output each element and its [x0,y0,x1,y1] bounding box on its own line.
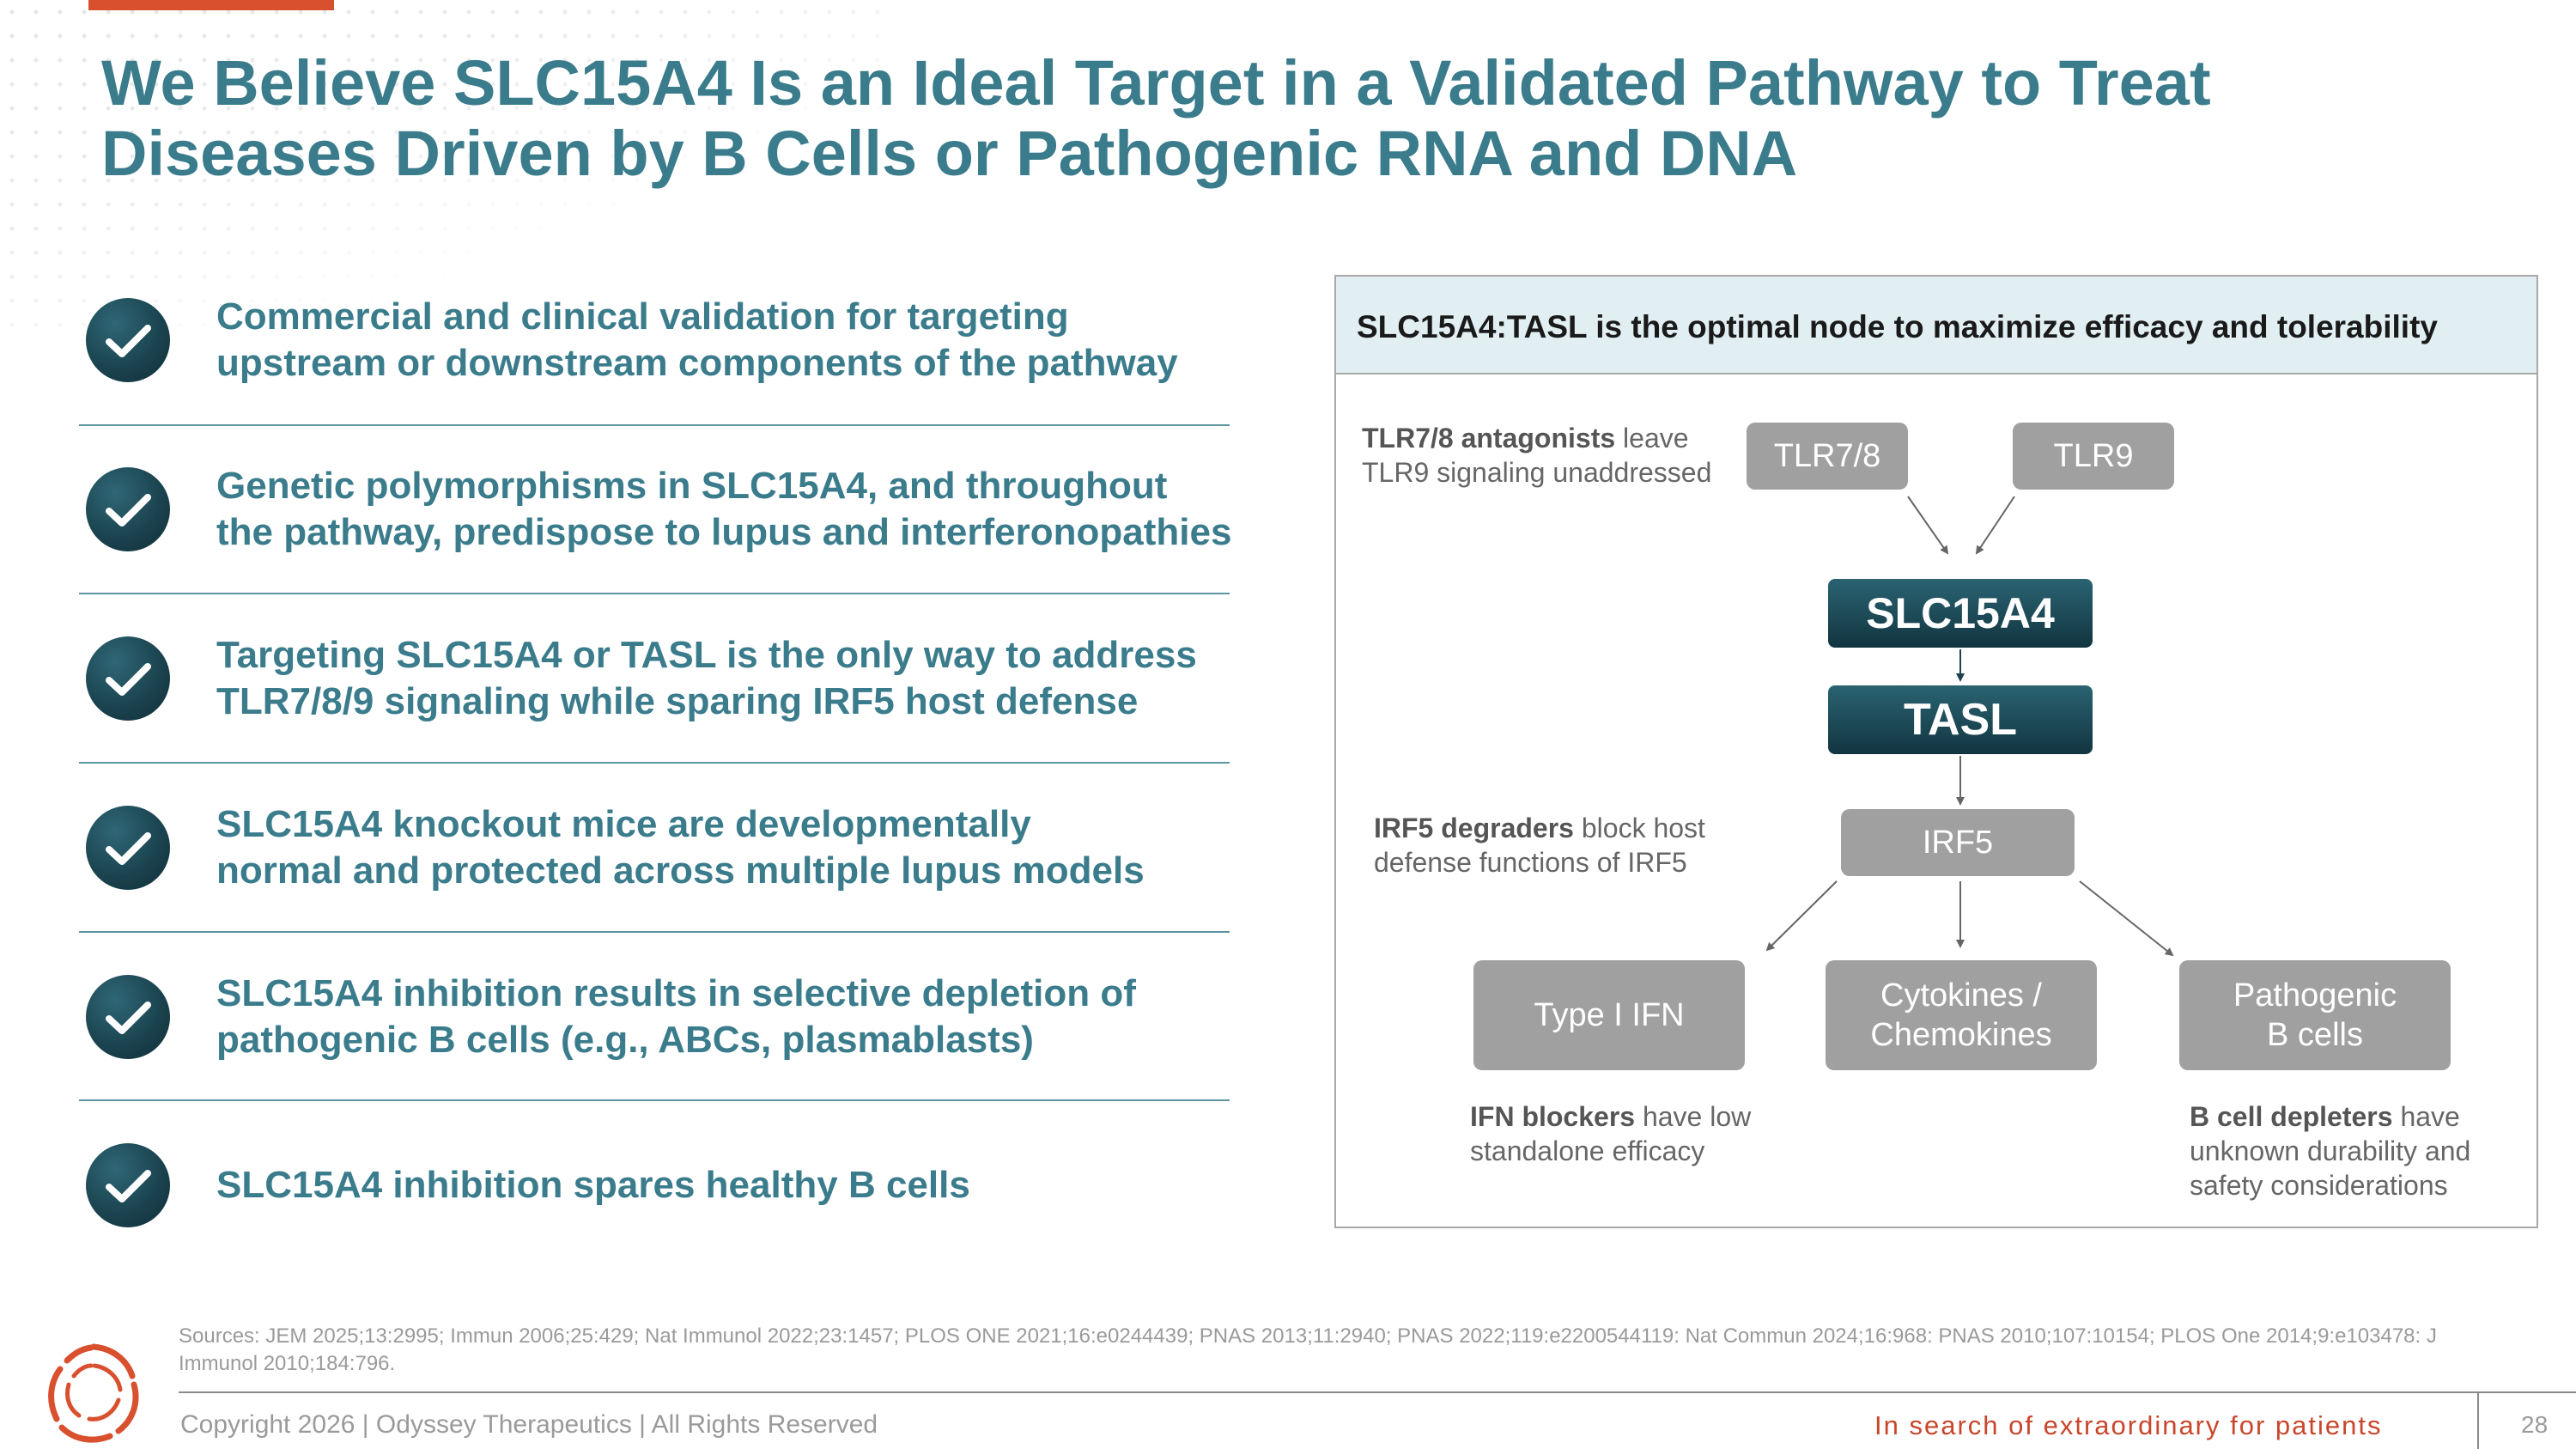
arrow-tlr9-to-slc15a4 [1975,496,2015,555]
copyright-text: Copyright 2026 | Odyssey Therapeutics | … [180,1410,878,1439]
checkmark-icon [86,467,170,551]
node-label-line: Chemokines [1870,1017,2052,1053]
note-bold: B cell depleters [2190,1101,2393,1132]
point-text-line: Genetic polymorphisms in SLC15A4, and th… [216,465,1168,507]
slide-title-line-2: Diseases Driven by B Cells or Pathogenic… [101,118,1798,189]
note-bold: IFN blockers [1470,1101,1636,1132]
slide-title-line-1: We Believe SLC15A4 Is an Ideal Target in… [101,47,2211,119]
note-text: unknown durability and [2190,1135,2471,1166]
diagram-header-text: SLC15A4:TASL is the optimal node to maxi… [1357,309,2438,344]
point-text-line: normal and protected across multiple lup… [216,849,1145,892]
note-text: have [2392,1101,2460,1132]
node-pathogenic-b-cells: Pathogenic B cells [2179,960,2451,1070]
validation-point-3: Targeting SLC15A4 or TASL is the only wa… [79,594,1238,763]
validation-point-1: Commercial and clinical validation for t… [79,256,1238,424]
note-text: safety considerations [2190,1170,2448,1201]
node-tlr9: TLR9 [2013,423,2174,490]
note-bold: IRF5 degraders [1374,813,1574,843]
note-tlr-antagonists: TLR7/8 antagonists leave TLR9 signaling … [1362,421,1711,490]
pathway-arrows [1765,496,2174,957]
point-text-line: TLR7/8/9 signaling while sparing IRF5 ho… [216,680,1139,722]
point-text: Genetic polymorphisms in SLC15A4, and th… [216,463,1231,556]
checkmark-icon [86,975,170,1059]
node-type-1-ifn: Type I IFN [1473,960,1745,1070]
company-tagline: In search of extraordinary for patients [1874,1410,2383,1440]
diagram-header: SLC15A4:TASL is the optimal node to maxi… [1336,277,2537,374]
note-irf5-degraders: IRF5 degraders block host defense functi… [1374,811,1705,880]
note-text: have low [1635,1101,1752,1132]
note-text: standalone efficacy [1470,1135,1705,1166]
page-number: 28 [2521,1411,2549,1438]
note-text: defense functions of IRF5 [1374,847,1687,878]
point-text-line: Commercial and clinical validation for t… [216,295,1069,338]
note-bold: TLR7/8 antagonists [1362,423,1616,454]
node-slc15a4: SLC15A4 [1828,579,2093,648]
point-text-line: SLC15A4 knockout mice are developmentall… [216,803,1031,845]
point-text: Commercial and clinical validation for t… [216,294,1178,387]
point-text-line: SLC15A4 inhibition results in selective … [216,972,1136,1014]
arrow-irf5-to-pathogenic-bcells [2079,880,2174,957]
note-text: block host [1573,813,1705,843]
point-text-line: pathogenic B cells (e.g., ABCs, plasmabl… [216,1019,1034,1061]
validation-point-4: SLC15A4 knockout mice are developmentall… [79,764,1238,932]
checkmark-icon [86,806,170,890]
point-divider [79,762,1230,764]
node-tlr78: TLR7/8 [1747,423,1908,490]
point-text-line: upstream or downstream components of the… [216,342,1178,384]
sources-citation: Sources: JEM 2025;13:2995; Immun 2006;25… [179,1324,2437,1375]
arrow-irf5-to-type1ifn [1765,880,1838,952]
point-divider [79,593,1230,594]
node-irf5: IRF5 [1841,809,2075,876]
validation-point-6: SLC15A4 inhibition spares healthy B cell… [79,1101,1238,1269]
node-label-line: Pathogenic [2233,977,2397,1014]
point-divider [79,1099,1230,1101]
node-label-line: Cytokines / [1880,977,2042,1014]
accent-bar [88,0,334,10]
note-b-cell-depleters: B cell depleters have unknown durability… [2190,1099,2470,1202]
checkmark-icon [86,636,170,721]
node-label-line: B cells [2267,1017,2363,1053]
footer-vertical-divider [2477,1391,2479,1449]
point-text: SLC15A4 knockout mice are developmentall… [216,801,1145,894]
footer-divider [179,1391,2576,1393]
odyssey-swirl-logo [48,1343,139,1443]
node-cytokines-chemokines: Cytokines / Chemokines [1826,960,2097,1070]
point-text-line: Targeting SLC15A4 or TASL is the only wa… [216,634,1197,676]
arrow-tlr78-to-slc15a4 [1907,496,1949,555]
node-tasl: TASL [1828,685,2093,754]
note-text: TLR9 signaling unaddressed [1362,457,1712,488]
point-divider [79,424,1230,426]
point-text: SLC15A4 inhibition spares healthy B cell… [216,1162,970,1209]
point-text: SLC15A4 inhibition results in selective … [216,971,1136,1063]
point-divider [79,931,1230,933]
checkmark-icon [86,298,170,382]
checkmark-icon [86,1143,170,1227]
point-text-line: the pathway, predispose to lupus and int… [216,511,1232,553]
pathway-diagram-panel: SLC15A4:TASL is the optimal node to maxi… [1334,275,2538,1228]
slide-title: We Believe SLC15A4 Is an Ideal Target in… [101,48,2420,189]
validation-point-2: Genetic polymorphisms in SLC15A4, and th… [79,425,1238,594]
note-text: leave [1615,423,1689,454]
note-ifn-blockers: IFN blockers have low standalone efficac… [1470,1099,1751,1168]
point-text-line: SLC15A4 inhibition spares healthy B cell… [216,1164,970,1206]
dot-pattern-fade [0,0,893,326]
point-text: Targeting SLC15A4 or TASL is the only wa… [216,632,1197,725]
validation-point-5: SLC15A4 inhibition results in selective … [79,933,1238,1101]
